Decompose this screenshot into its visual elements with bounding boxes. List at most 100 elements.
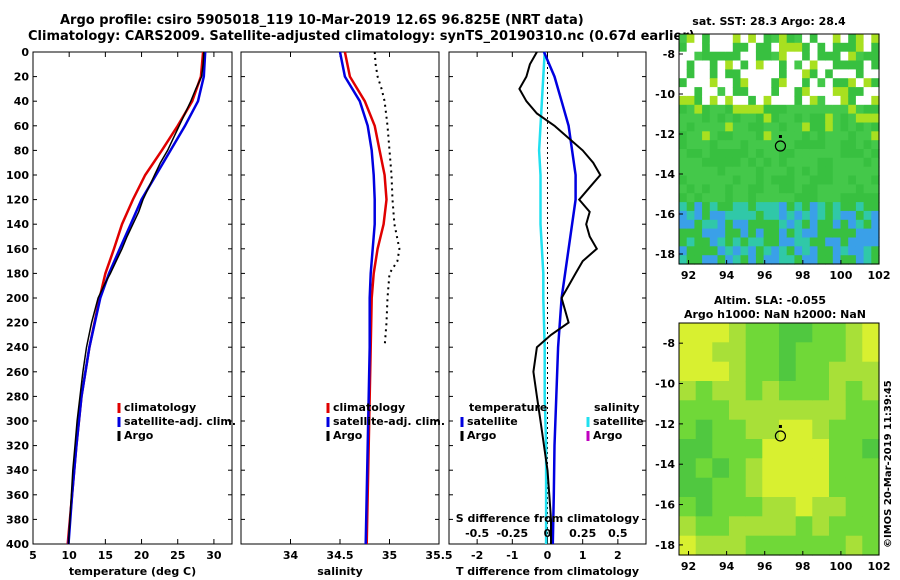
x-tick-label: 25 [170, 549, 185, 562]
map-cell [748, 69, 757, 79]
legend-label: satellite-adj. clim. [333, 415, 445, 428]
map-cell [817, 175, 826, 185]
map-cell [862, 361, 880, 382]
map-cell [871, 113, 880, 123]
map-cell [795, 400, 813, 421]
map-cell [729, 516, 747, 537]
map-cell [863, 237, 872, 247]
map-cell [745, 342, 763, 363]
map-cell [871, 34, 880, 44]
map-cell [762, 342, 780, 363]
map-cell [732, 219, 742, 230]
map-cell [725, 51, 734, 62]
map-cell [848, 131, 857, 141]
map-cell [845, 477, 863, 498]
map-cell [771, 210, 780, 221]
map-cell [825, 87, 834, 97]
map-cell [829, 458, 847, 479]
map-cell [762, 497, 780, 517]
map-cell [740, 34, 749, 44]
map-cell [871, 149, 880, 159]
map-cell [686, 166, 695, 177]
map-cell [779, 323, 797, 343]
map-cell [745, 477, 763, 498]
map-cell [679, 184, 688, 194]
map-cell [855, 184, 865, 194]
x-tick-label: 1 [579, 549, 587, 562]
map-cell [802, 210, 811, 221]
y-tick-label: 280 [6, 390, 29, 403]
map-y-tick-label: -10 [655, 88, 675, 101]
map-cell [871, 166, 880, 177]
map-cell [686, 193, 695, 203]
map-cell [840, 34, 849, 44]
map-cell [794, 157, 803, 168]
map-cell [779, 497, 797, 517]
map-cell [795, 381, 813, 401]
map-cell [686, 219, 695, 230]
map-cell [694, 219, 703, 230]
map-cell [862, 342, 880, 363]
map-cell [763, 166, 772, 177]
map-cell [855, 131, 865, 141]
map-cell [679, 166, 688, 177]
map-cell [840, 140, 849, 150]
map-cell [686, 210, 695, 221]
map-cell [863, 87, 872, 97]
map-cell [802, 60, 811, 70]
map-cell [725, 255, 734, 265]
map-cell [686, 140, 695, 150]
chart-title-line1: Argo profile: csiro 5905018_119 10-Mar-2… [60, 13, 584, 28]
map-cell [717, 140, 726, 150]
map-cell [802, 87, 811, 97]
y-tick-label: 320 [6, 440, 29, 453]
map-cell [729, 342, 747, 363]
map-cell [686, 95, 695, 106]
map-cell [786, 69, 795, 79]
map-cell [794, 210, 803, 221]
map-cell [794, 202, 803, 212]
map-cell [786, 42, 795, 53]
map-cell [725, 246, 734, 256]
map-cell [779, 34, 788, 44]
map-cell [863, 51, 872, 62]
map-cell [862, 419, 880, 440]
map-cell [679, 400, 697, 421]
map-cell [825, 210, 834, 221]
map-cell [832, 104, 842, 115]
map-cell [732, 51, 742, 62]
map-cell [745, 381, 763, 401]
map-cell [863, 193, 872, 203]
map-cell [686, 255, 695, 265]
map-cell [686, 104, 695, 115]
map-cell [745, 497, 763, 517]
map-x-tick-label: 102 [868, 269, 891, 282]
map-cell [694, 87, 703, 97]
map-cell [762, 477, 780, 498]
map-cell [709, 78, 719, 88]
map-cell [694, 122, 703, 132]
map-cell [740, 60, 749, 70]
map-cell [763, 87, 772, 97]
map-cell [809, 104, 819, 115]
y-tick-label: 180 [6, 267, 29, 280]
map-cell [832, 184, 842, 194]
map-cell [794, 184, 803, 194]
map-cell [679, 140, 688, 150]
map-cell [832, 175, 842, 185]
map-cell [817, 202, 826, 212]
map-cell [679, 122, 688, 132]
map-cell [694, 131, 703, 141]
map-cell [717, 219, 726, 230]
map-cell [709, 60, 719, 70]
map-cell [840, 95, 849, 106]
map-cell [779, 246, 788, 256]
map-cell [702, 122, 711, 132]
map-cell [694, 113, 703, 123]
map-cell [825, 193, 834, 203]
map-cell [694, 34, 703, 44]
map-cell [825, 60, 834, 70]
map-cell [855, 166, 865, 177]
y-tick-label: 100 [6, 169, 29, 182]
map-cell [802, 69, 811, 79]
